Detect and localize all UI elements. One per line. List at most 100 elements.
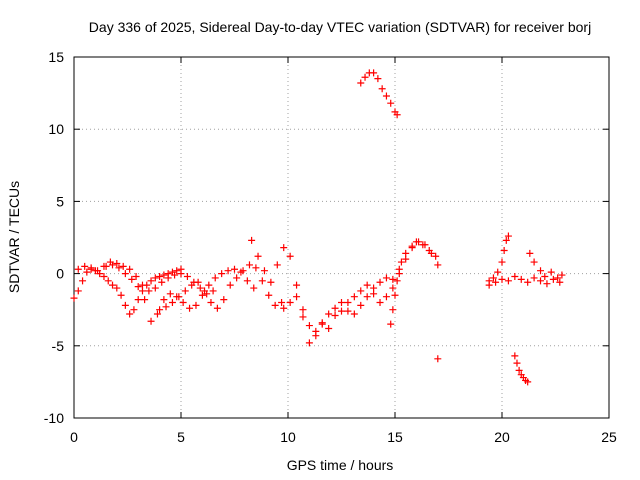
data-point [361,73,369,81]
data-point [231,265,238,273]
data-point [370,69,378,77]
data-point [254,252,262,260]
data-point [530,258,538,266]
data-point [115,264,123,272]
data-point [338,307,345,315]
data-point [312,327,320,335]
data-point [81,262,89,270]
data-point [395,265,403,273]
data-point [188,281,196,289]
data-point [524,378,532,386]
data-point [489,274,497,282]
data-point [198,291,206,299]
data-point [83,268,91,276]
data-point [186,304,194,312]
data-point [151,274,159,282]
data-point [504,232,512,240]
data-point [515,366,523,374]
data-point [517,275,525,283]
data-point [397,258,405,266]
series-track-h [485,232,512,285]
data-point [537,267,545,275]
series-track-d [156,261,286,314]
data-point [278,298,286,306]
data-point [513,359,521,367]
data-point [113,284,121,292]
data-point [156,306,164,314]
data-point [376,278,384,286]
series-track-f [280,238,442,335]
data-point [100,272,108,280]
data-point [393,277,401,285]
y-tick-label: 0 [56,266,64,282]
data-point [293,293,301,301]
data-point [524,278,532,286]
data-point [70,294,78,302]
data-point [145,287,153,295]
data-point [402,249,410,257]
data-point [102,262,110,270]
data-points [70,69,566,386]
data-point [502,236,510,244]
data-point [160,271,168,279]
data-point [357,287,365,295]
x-tick-label: 0 [70,429,78,445]
data-point [273,261,281,269]
data-point [74,287,82,295]
data-point [338,298,345,306]
data-point [265,291,273,299]
x-tick-label: 25 [601,429,617,445]
y-tick-label: 10 [48,121,64,137]
data-point [94,267,102,275]
axis-ticks: 0 5 10 15 20 25 -10 -5 0 5 10 15 [44,49,617,445]
data-point [350,310,358,318]
data-point [162,303,170,311]
data-point [109,281,117,289]
data-point [387,320,395,328]
data-point [160,296,168,304]
data-point [408,242,416,250]
data-point [547,268,555,276]
data-point [164,274,172,282]
data-point [126,310,134,318]
data-point [389,284,397,292]
data-point [181,287,189,295]
data-point [243,277,251,285]
data-point [179,298,187,306]
data-point [374,75,382,83]
data-point [425,246,433,254]
data-point [245,261,253,269]
x-axis-label: GPS time / hours [287,457,394,473]
data-point [119,262,127,270]
data-point [183,272,191,280]
data-point [196,284,204,292]
y-tick-label: -10 [44,410,64,426]
data-point [248,236,256,244]
data-point [318,319,326,327]
data-point [382,92,390,100]
data-point [74,265,82,273]
data-point [350,293,358,301]
data-point [370,290,378,298]
data-point [558,271,566,279]
series-isolated [434,355,442,363]
data-point [419,241,427,249]
data-point [485,281,493,289]
data-point [344,298,352,306]
data-point [357,301,365,309]
data-point [286,298,294,306]
data-point [175,293,183,301]
data-point [192,301,200,309]
data-point [147,277,155,285]
data-point [537,277,545,285]
data-point [117,291,125,299]
series-track-c [102,261,258,325]
data-point [79,277,87,285]
data-point [109,261,117,269]
data-point [104,277,112,285]
data-point [128,275,136,283]
data-point [432,252,440,260]
data-point [280,304,288,312]
data-point [218,270,226,278]
x-tick-label: 20 [494,429,510,445]
